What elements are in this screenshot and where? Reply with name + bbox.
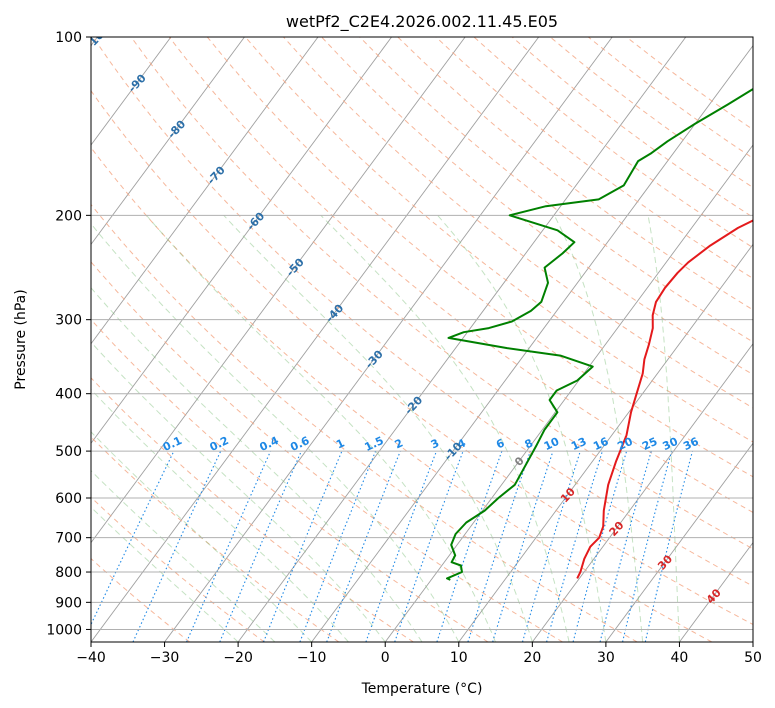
isotherm-line	[91, 37, 319, 345]
y-tick-label: 500	[55, 444, 82, 460]
y-tick-label: 100	[55, 30, 82, 46]
mixing-ratio-line	[219, 450, 302, 642]
mixing-ratio-line	[299, 450, 377, 642]
dry-adiabat-line	[91, 90, 753, 626]
isotherm-line	[91, 37, 245, 246]
dry-adiabat-line	[359, 37, 753, 343]
x-tick-label: 40	[671, 650, 689, 666]
dry-adiabat-line	[130, 37, 753, 550]
moist-adiabat-line	[647, 215, 680, 642]
dry-adiabat-line	[168, 37, 753, 513]
moist-adiabat-line	[223, 214, 533, 642]
moist-adiabat-line	[91, 506, 239, 642]
x-tick-label: −30	[150, 650, 180, 666]
profile-series	[446, 87, 753, 581]
y-axis-label: Pressure (hPa)	[13, 289, 29, 389]
dry-adiabat-line	[91, 203, 638, 642]
dry-adiabat-line	[91, 377, 414, 642]
isotherm-line	[91, 37, 392, 444]
moist-adiabat-line	[437, 214, 607, 642]
y-tick-label: 700	[55, 531, 82, 547]
x-tick-label: 20	[523, 650, 541, 666]
isotherm-line	[531, 343, 753, 642]
isotherm-line	[384, 144, 753, 642]
isotherm-line	[91, 37, 466, 544]
dry-adiabat-line	[283, 37, 753, 409]
background-lines	[91, 37, 753, 642]
dry-adiabat-line	[92, 37, 753, 587]
mixing-ratio-label: 20	[615, 435, 635, 453]
y-tick-label: 300	[55, 313, 82, 329]
isotherm-line	[311, 44, 753, 642]
mixing-ratio-line	[492, 450, 554, 642]
x-tick-label: 30	[597, 650, 615, 666]
x-axis-label: Temperature (°C)	[361, 681, 483, 697]
plot-frame	[90, 36, 754, 643]
x-tick-label: −40	[76, 650, 106, 666]
y-tick-label: 600	[55, 491, 82, 507]
dewpoint-profile-line	[446, 87, 753, 581]
isotherm-line	[605, 442, 753, 642]
mixing-ratio-line	[262, 450, 343, 642]
isotherm-line	[458, 243, 753, 642]
mixing-ratio-label: 13	[569, 435, 588, 453]
mixing-ratio-label: 10	[542, 435, 562, 453]
x-tick-label: 0	[381, 650, 390, 666]
x-tick-label: 50	[744, 650, 762, 666]
x-tick-label: −10	[297, 650, 327, 666]
mixing-ratio-line	[572, 450, 628, 642]
y-tick-label: 400	[55, 387, 82, 403]
mixing-ratio-line	[394, 450, 464, 642]
mixing-ratio-line	[365, 450, 438, 642]
isotherm-line	[164, 37, 613, 642]
temperature-profile-line	[576, 219, 753, 579]
x-tick-label: 10	[450, 650, 468, 666]
moist-adiabat-line	[91, 287, 423, 642]
moist-adiabat-line	[146, 214, 497, 642]
y-tick-label: 1000	[46, 622, 82, 638]
isotherm-line	[91, 37, 172, 146]
x-axis: −40 −30 −20 −10 0 10 20 30 40 50	[76, 642, 762, 666]
mixing-ratio-label: 30	[661, 435, 681, 453]
chart-title: wetPf2_C2E4.2026.002.11.45.E05	[286, 12, 558, 32]
y-axis: 100 200 300 400 500 600 700 800 900 1000	[46, 30, 91, 638]
mixing-ratio-line	[622, 450, 673, 642]
moist-adiabat-line	[91, 388, 349, 642]
dry-adiabat-line	[91, 146, 713, 642]
isotherm-line	[91, 37, 540, 642]
y-tick-label: 900	[55, 595, 82, 611]
y-tick-label: 200	[55, 208, 82, 224]
x-tick-label: −20	[223, 650, 253, 666]
mixing-ratio-line	[521, 450, 581, 642]
mixing-ratio-line	[186, 450, 272, 642]
pressure-grid	[91, 37, 753, 630]
mixing-ratio-line	[644, 450, 694, 642]
moist-adiabat-line	[91, 222, 460, 642]
mixing-ratio-line	[436, 450, 503, 642]
mixing-ratio-label: 36	[681, 435, 701, 453]
mixing-ratio-line	[467, 450, 531, 642]
moist-adiabat-line	[553, 215, 644, 642]
y-tick-label: 800	[55, 565, 82, 581]
moist-adiabat-line	[91, 341, 386, 642]
mixing-ratio-line	[326, 450, 401, 642]
mixing-ratio-label: 25	[640, 435, 659, 453]
dry-adiabat-line	[91, 557, 191, 642]
mixing-ratio-line	[546, 450, 603, 642]
mixing-ratio-label: 16	[591, 435, 611, 453]
moist-adiabat-line	[91, 431, 313, 642]
mixing-ratio-line	[599, 450, 652, 642]
